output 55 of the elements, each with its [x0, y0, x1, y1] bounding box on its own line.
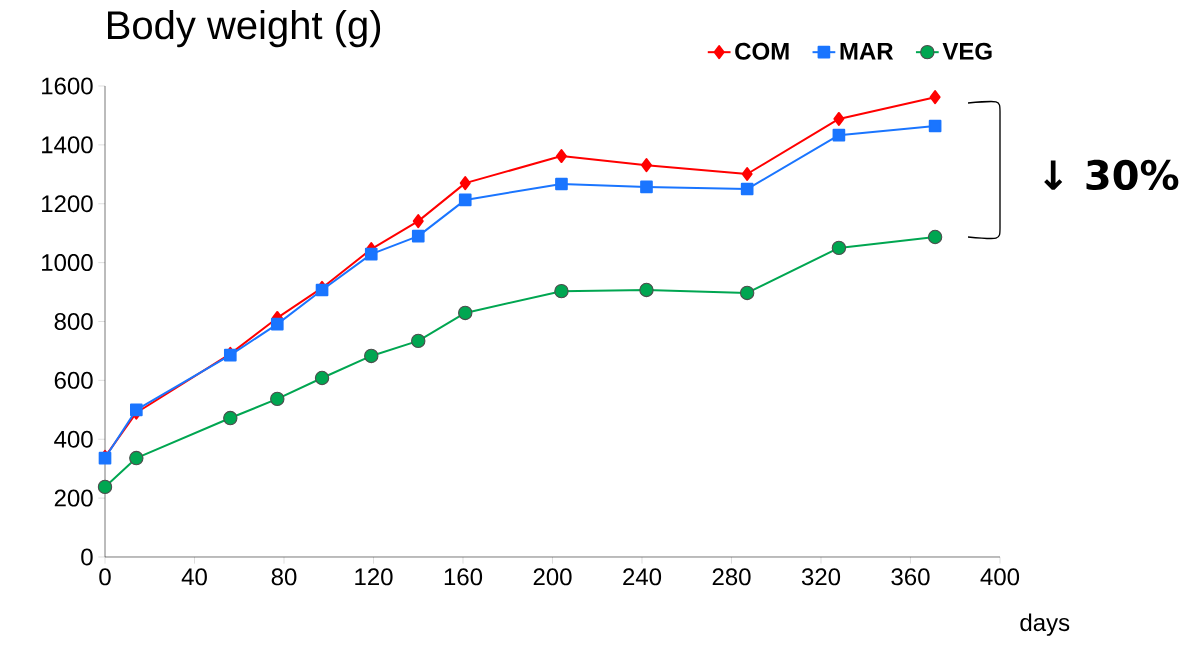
text: ↓ 30%: [1044, 159, 1179, 191]
point: [640, 180, 653, 194]
point: [459, 176, 471, 191]
point: [554, 283, 569, 299]
point: [270, 317, 284, 331]
y-tick-label: 1200: [42, 195, 93, 213]
y-tick-label: 1600: [42, 77, 93, 95]
point: [97, 479, 113, 495]
point: [364, 247, 378, 261]
point: [927, 229, 943, 245]
x-tick-label: 0: [99, 568, 111, 586]
y-tick-label: 600: [54, 371, 93, 389]
x-tick-label: 80: [271, 568, 297, 586]
point: [364, 348, 379, 364]
point: [270, 391, 285, 407]
x-tick-label: 280: [712, 568, 751, 586]
x-tick-label: 40: [181, 568, 207, 586]
point: [411, 333, 426, 349]
y-tick-label: 400: [54, 430, 93, 448]
point: [639, 282, 654, 298]
point: [314, 370, 330, 386]
point: [832, 128, 846, 142]
point: [739, 285, 755, 301]
y-tick-label: 200: [54, 489, 93, 507]
point: [129, 450, 144, 466]
point: [741, 167, 753, 182]
y-tick-label: 1000: [42, 254, 93, 272]
x-tick-label: 400: [980, 568, 1020, 586]
point: [833, 111, 845, 126]
legend-label: VEG: [942, 42, 992, 60]
point: [555, 177, 568, 191]
point: [411, 229, 425, 243]
chart-title: Body weight (g): [108, 9, 381, 48]
y-tick-label: 800: [54, 312, 93, 330]
x-tick-label: 360: [891, 568, 930, 586]
legend-label: MAR: [840, 42, 894, 60]
point: [458, 193, 472, 207]
point: [928, 119, 942, 133]
point: [740, 182, 754, 196]
point: [458, 305, 473, 321]
x-tick-label: 160: [444, 568, 483, 586]
point: [831, 240, 847, 256]
x-tick-label: 320: [801, 568, 841, 586]
y-tick-label: 0: [81, 548, 93, 566]
point: [640, 158, 652, 173]
x-tick-label: 240: [623, 568, 662, 586]
x-tick-label: 200: [533, 568, 572, 586]
point: [555, 149, 567, 164]
point: [412, 214, 424, 229]
x-tick-label: 120: [355, 568, 393, 586]
legend-label: COM: [735, 42, 789, 60]
x-axis-title: days: [1020, 613, 1070, 636]
point: [223, 410, 238, 426]
y-tick-label: 1400: [42, 136, 93, 154]
point: [929, 90, 941, 105]
